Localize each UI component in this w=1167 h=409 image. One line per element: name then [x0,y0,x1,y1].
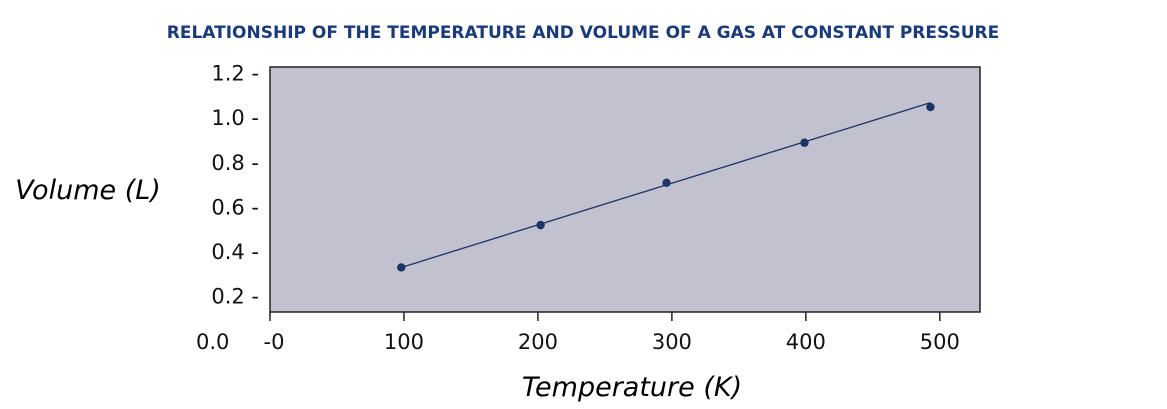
y-tick-label: 0.6 - [211,195,259,219]
y-tick-label: 1.0 - [211,106,259,130]
y-tick-label: 0.2 - [211,284,259,308]
y-tick-label: 0.8 - [211,151,259,175]
x-tick-label: 200 [518,330,558,354]
x-axis: -0 100 200 300 400 500 [264,312,960,354]
x-tick-label: 100 [384,330,424,354]
x-tick-label: 400 [786,330,826,354]
x-tick-label: -0 [264,330,285,354]
y-tick-label-zero: 0.0 [196,330,229,354]
x-axis-title: Temperature (K) [522,372,742,403]
x-tick-label: 300 [652,330,692,354]
data-point [926,102,935,112]
y-axis-title: Volume (L) [15,175,161,206]
y-axis: 0.2 - 0.4 - 0.6 - 0.8 - 1.0 - 1.2 - [211,62,259,309]
data-point [800,138,809,147]
chart-title: RELATIONSHIP OF THE TEMPERATURE AND VOLU… [167,23,1000,43]
plot-area [269,66,981,313]
data-point [536,220,545,230]
data-point [662,178,671,188]
x-tick-label: 500 [920,330,960,354]
y-tick-label: 0.4 - [211,240,259,264]
data-points [397,102,935,272]
data-point [397,263,406,272]
y-tick-label: 1.2 - [211,62,259,86]
